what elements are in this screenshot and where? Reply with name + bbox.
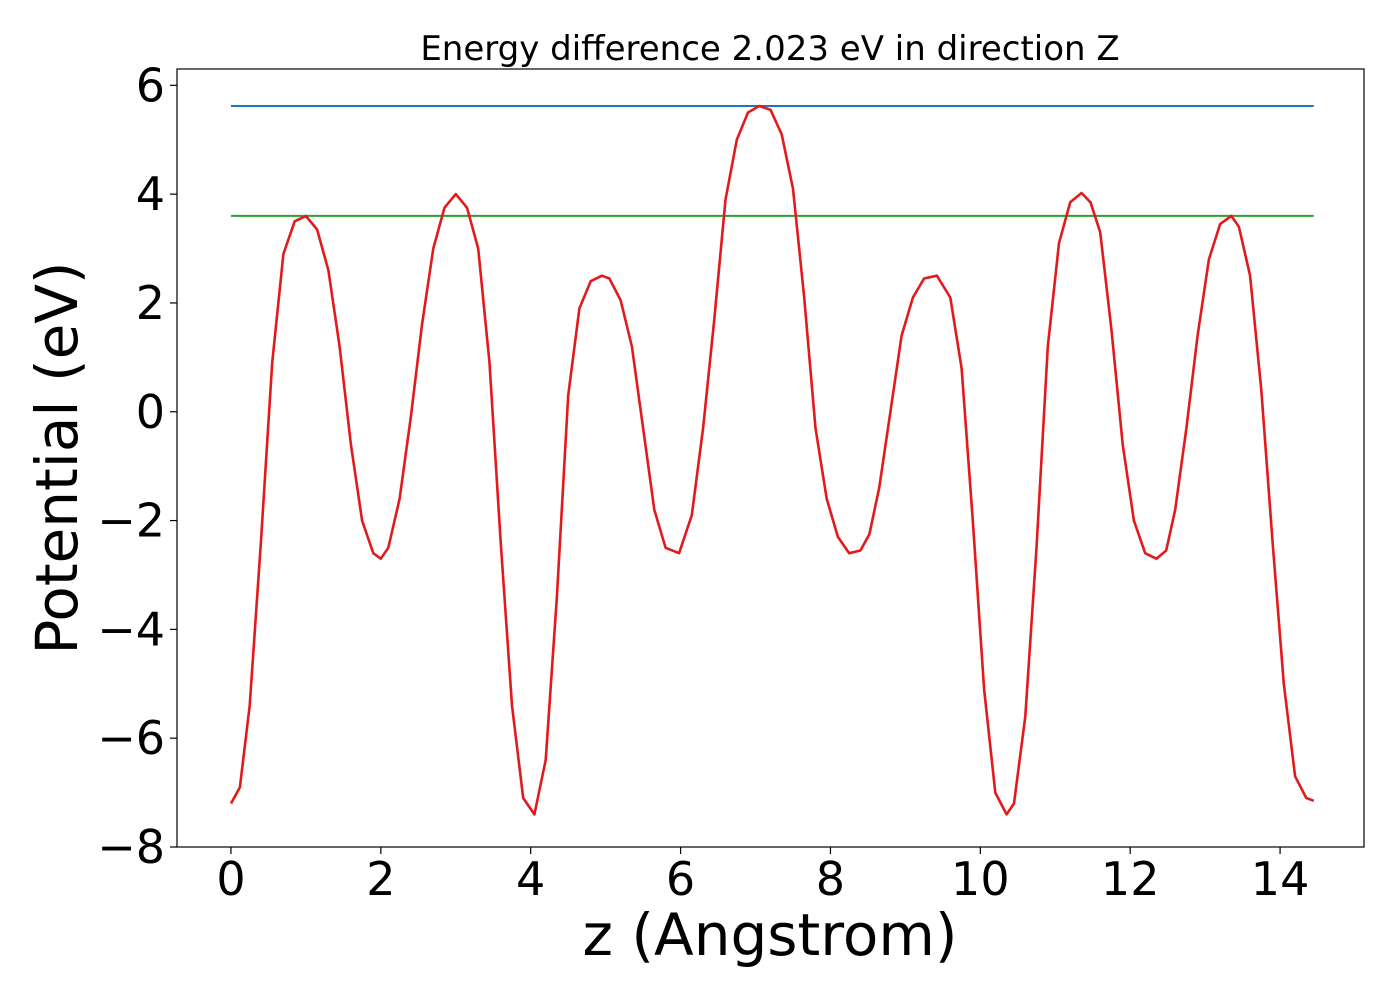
y-tick-label: 2 <box>136 276 165 330</box>
x-tick-label: 0 <box>216 852 245 906</box>
series-layer <box>229 104 1315 816</box>
x-axis: 0 2 4 6 8 10 12 14 <box>216 847 1309 906</box>
series-line-3 <box>229 104 1315 816</box>
plot-frame <box>176 68 1365 848</box>
y-tick-label: 4 <box>136 167 165 221</box>
chart-title: Energy difference 2.023 eV in direction … <box>420 29 1119 69</box>
x-tick-label: 14 <box>1251 852 1310 906</box>
y-tick-label: −2 <box>97 494 165 548</box>
y-tick-label: −8 <box>97 820 165 874</box>
x-tick-label: 4 <box>516 852 545 906</box>
y-axis: −8 −6 −4 −2 0 2 4 6 <box>97 58 177 874</box>
x-axis-label: z (Angstrom) <box>583 901 958 969</box>
y-axis-label: Potential (eV) <box>23 261 91 654</box>
y-tick-label: −4 <box>97 602 165 656</box>
y-tick-label: −6 <box>97 711 165 765</box>
y-tick-label: 6 <box>136 58 165 112</box>
x-tick-label: 12 <box>1101 852 1160 906</box>
x-tick-label: 10 <box>951 852 1010 906</box>
y-tick-label: 0 <box>136 385 165 439</box>
x-tick-label: 8 <box>816 852 845 906</box>
x-tick-label: 2 <box>366 852 395 906</box>
x-tick-label: 6 <box>666 852 695 906</box>
